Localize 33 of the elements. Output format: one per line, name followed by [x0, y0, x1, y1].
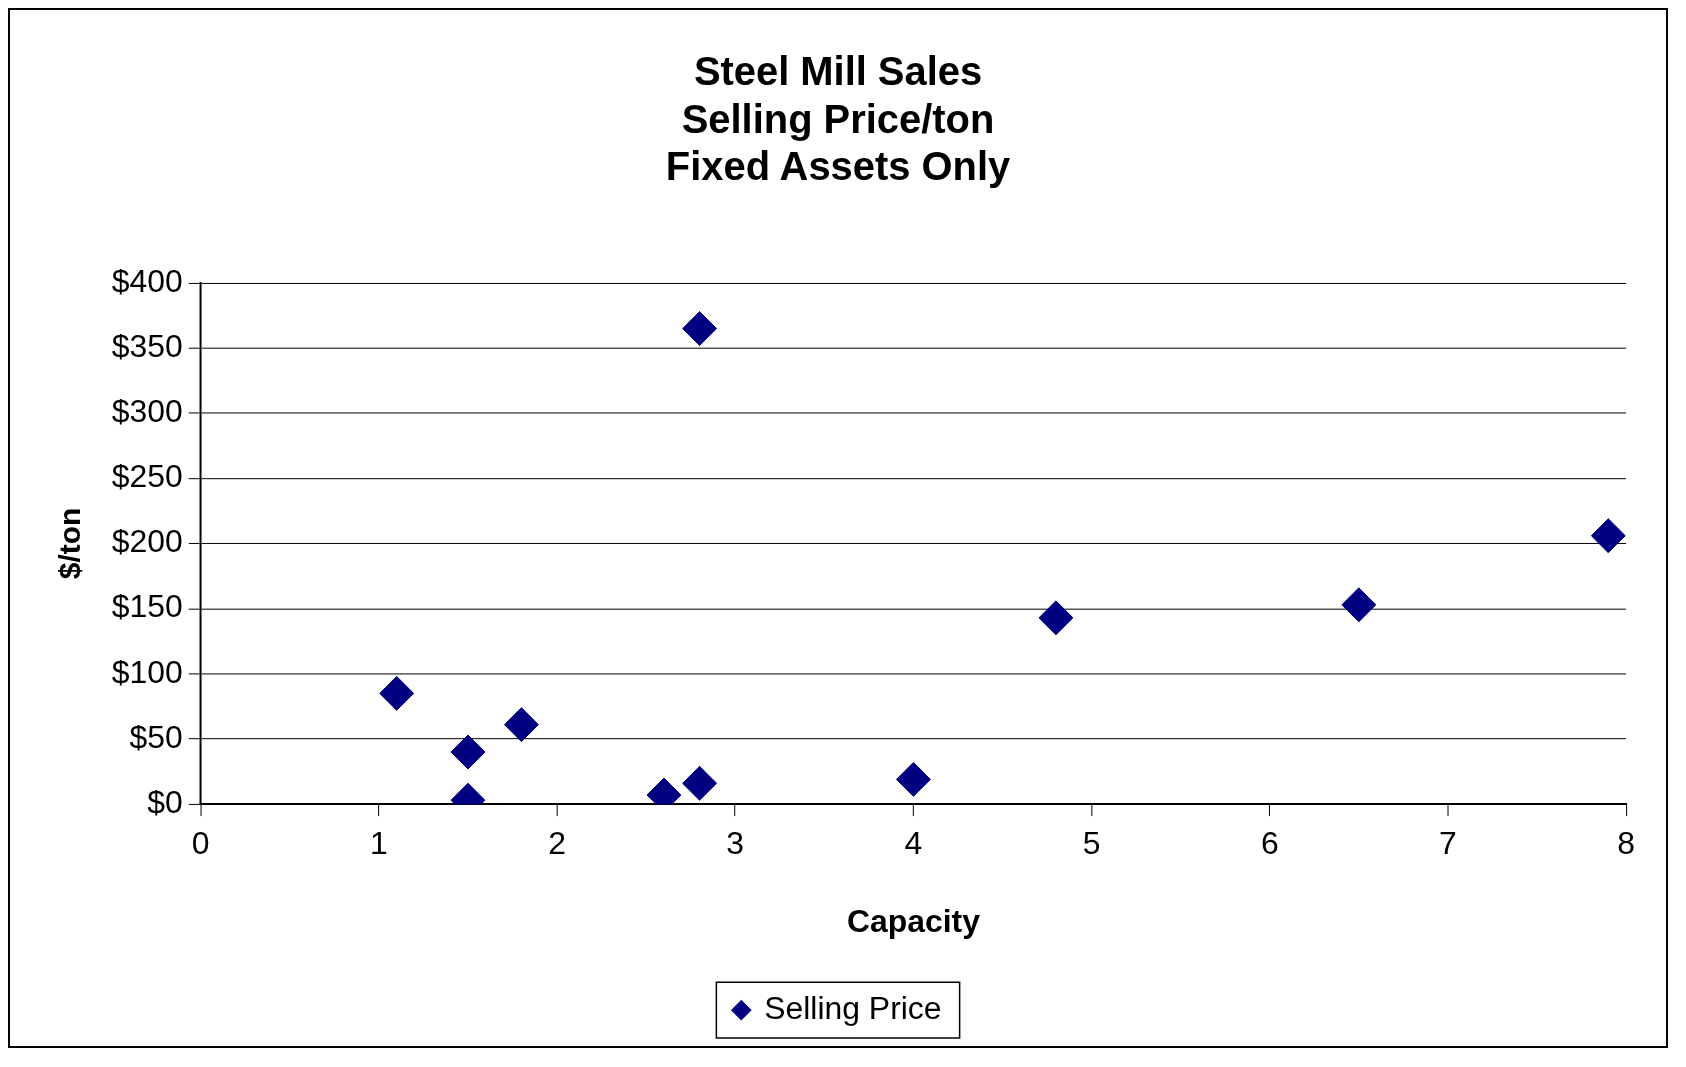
y-tick-label: $200	[111, 523, 183, 560]
y-tick-label: $350	[111, 327, 183, 364]
x-tick-label: 1	[370, 824, 388, 861]
x-tick-label: 0	[191, 824, 210, 861]
y-tick-label: $150	[111, 588, 183, 625]
x-axis-title: Capacity	[846, 903, 981, 940]
x-tick-label: 3	[726, 824, 745, 861]
x-tick-label: 5	[1082, 824, 1101, 861]
point	[1038, 600, 1074, 636]
x-tick-label: 8	[1617, 824, 1635, 861]
text: Steel Mill Sales	[693, 48, 983, 93]
point	[1590, 518, 1626, 554]
point	[450, 734, 486, 770]
point	[895, 761, 931, 797]
x-tick-label: 7	[1439, 824, 1457, 861]
y-axis-title: $/ton	[53, 507, 87, 580]
x-tick-label: 2	[548, 824, 566, 861]
y-tick-label: $50	[129, 718, 183, 755]
point	[379, 675, 415, 711]
point	[1341, 587, 1377, 623]
x-tick-label: 4	[904, 824, 923, 861]
y-tick-label: $0	[147, 783, 183, 820]
y-tick-label: $100	[111, 653, 183, 690]
y-tick-label: $400	[111, 262, 183, 299]
point	[682, 311, 718, 346]
y-tick-label: $250	[111, 458, 183, 495]
point	[682, 765, 718, 801]
point	[503, 707, 539, 743]
text: Selling Price/ton	[681, 96, 995, 141]
legend-label: Selling Price	[764, 989, 942, 1026]
y-tick-label: $300	[111, 393, 183, 430]
text: Fixed Assets Only	[665, 144, 1011, 189]
x-tick-label: 6	[1260, 824, 1279, 861]
